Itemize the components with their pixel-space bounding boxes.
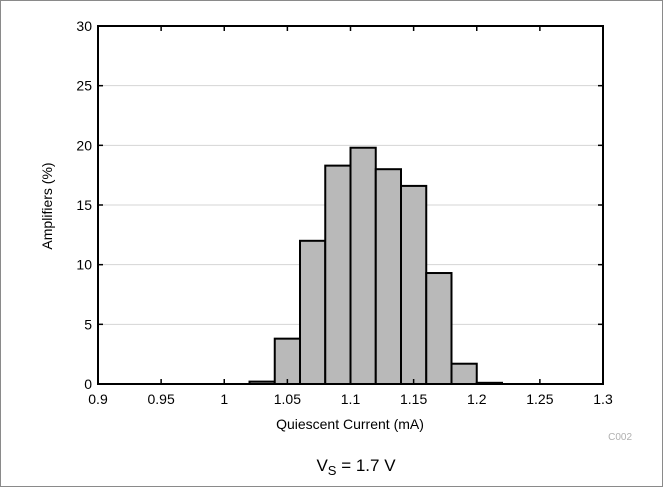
tick-label-x-1.15: 1.15 (400, 391, 427, 407)
tick-label-x-1.25: 1.25 (526, 391, 553, 407)
ticks-group (97, 25, 604, 385)
tick-label-x-1.3: 1.3 (593, 391, 613, 407)
histogram-bar (400, 184, 428, 385)
bars-group (248, 146, 503, 386)
y-axis-title: Amplifiers (%) (39, 162, 55, 249)
histogram-bar (273, 337, 301, 385)
tick-label-x-0.9: 0.9 (88, 391, 108, 407)
tick-label-y-0: 0 (84, 376, 92, 392)
tick-label-y-25: 25 (76, 78, 92, 94)
caption-subscript: S (328, 463, 337, 478)
tick-label-y-5: 5 (84, 316, 92, 332)
tick-label-y-15: 15 (76, 197, 92, 213)
caption-value: = 1.7 V (336, 456, 396, 475)
tick-labels-group: 0 5 10 15 20 25 30 0.9 0.95 1 1.05 1.1 1.15 1.2 1.25 1.… (76, 18, 613, 407)
tick-label-x-1: 1 (220, 391, 228, 407)
chart-caption: VS = 1.7 V (316, 456, 396, 478)
x-axis-title: Quiescent Current (mA) (276, 416, 424, 432)
tick-label-y-30: 30 (76, 18, 92, 34)
tick-label-y-10: 10 (76, 257, 92, 273)
tick-label-x-1.05: 1.05 (274, 391, 301, 407)
histogram-bar (324, 164, 352, 385)
tick-label-x-1.2: 1.2 (467, 391, 487, 407)
histogram-bar (349, 146, 377, 385)
histogram-bar (374, 168, 402, 385)
caption-v: V (316, 456, 328, 475)
histogram-bar (425, 272, 453, 385)
tick-label-x-0.95: 0.95 (148, 391, 175, 407)
figure-code: C002 (608, 432, 632, 443)
histogram-bar (450, 362, 478, 386)
tick-label-y-20: 20 (76, 137, 92, 153)
tick-label-x-1.1: 1.1 (341, 391, 361, 407)
histogram-bar (299, 239, 327, 385)
